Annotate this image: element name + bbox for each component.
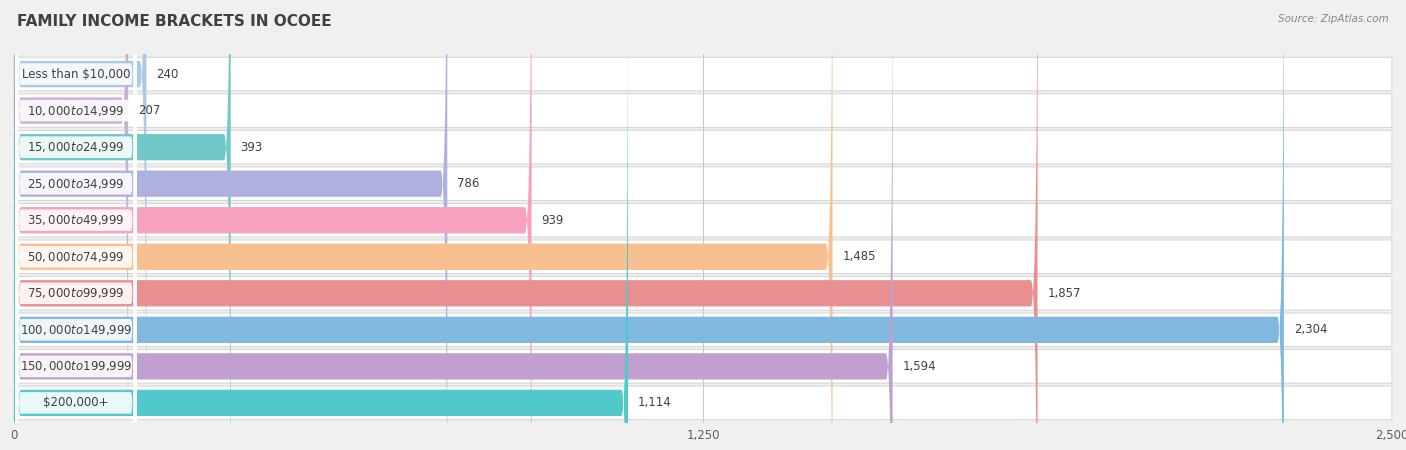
FancyBboxPatch shape xyxy=(15,12,136,450)
FancyBboxPatch shape xyxy=(14,130,1392,164)
Text: $25,000 to $34,999: $25,000 to $34,999 xyxy=(27,177,125,191)
Text: FAMILY INCOME BRACKETS IN OCOEE: FAMILY INCOME BRACKETS IN OCOEE xyxy=(17,14,332,28)
FancyBboxPatch shape xyxy=(14,0,1038,450)
Text: 1,857: 1,857 xyxy=(1047,287,1081,300)
FancyBboxPatch shape xyxy=(14,0,893,450)
FancyBboxPatch shape xyxy=(15,0,136,450)
FancyBboxPatch shape xyxy=(14,94,1392,127)
Text: 2,304: 2,304 xyxy=(1294,324,1327,336)
FancyBboxPatch shape xyxy=(15,0,136,450)
FancyBboxPatch shape xyxy=(15,0,136,450)
FancyBboxPatch shape xyxy=(15,0,136,450)
Text: $200,000+: $200,000+ xyxy=(44,396,108,410)
Text: 786: 786 xyxy=(457,177,479,190)
FancyBboxPatch shape xyxy=(14,0,832,450)
FancyBboxPatch shape xyxy=(15,0,136,450)
FancyBboxPatch shape xyxy=(14,313,1392,346)
FancyBboxPatch shape xyxy=(14,276,1392,310)
Text: 1,114: 1,114 xyxy=(638,396,672,410)
Text: 1,485: 1,485 xyxy=(842,250,876,263)
FancyBboxPatch shape xyxy=(14,0,531,450)
Text: Less than $10,000: Less than $10,000 xyxy=(21,68,129,81)
Text: 207: 207 xyxy=(138,104,160,117)
Text: $15,000 to $24,999: $15,000 to $24,999 xyxy=(27,140,125,154)
Text: $35,000 to $49,999: $35,000 to $49,999 xyxy=(27,213,125,227)
Text: $150,000 to $199,999: $150,000 to $199,999 xyxy=(20,360,132,374)
FancyBboxPatch shape xyxy=(14,350,1392,383)
FancyBboxPatch shape xyxy=(14,0,628,450)
Text: 240: 240 xyxy=(156,68,179,81)
Text: 1,594: 1,594 xyxy=(903,360,936,373)
FancyBboxPatch shape xyxy=(14,0,146,450)
FancyBboxPatch shape xyxy=(14,203,1392,237)
FancyBboxPatch shape xyxy=(15,48,136,450)
FancyBboxPatch shape xyxy=(14,57,1392,91)
FancyBboxPatch shape xyxy=(15,0,136,450)
FancyBboxPatch shape xyxy=(15,0,136,450)
FancyBboxPatch shape xyxy=(14,240,1392,274)
FancyBboxPatch shape xyxy=(14,0,231,450)
FancyBboxPatch shape xyxy=(14,0,1284,450)
Text: $75,000 to $99,999: $75,000 to $99,999 xyxy=(27,286,125,300)
Text: 393: 393 xyxy=(240,141,263,153)
Text: $100,000 to $149,999: $100,000 to $149,999 xyxy=(20,323,132,337)
FancyBboxPatch shape xyxy=(14,0,128,450)
FancyBboxPatch shape xyxy=(14,0,447,450)
Text: $10,000 to $14,999: $10,000 to $14,999 xyxy=(27,104,125,117)
Text: $50,000 to $74,999: $50,000 to $74,999 xyxy=(27,250,125,264)
FancyBboxPatch shape xyxy=(15,0,136,429)
Text: 939: 939 xyxy=(541,214,564,227)
FancyBboxPatch shape xyxy=(14,386,1392,420)
FancyBboxPatch shape xyxy=(14,167,1392,201)
Text: Source: ZipAtlas.com: Source: ZipAtlas.com xyxy=(1278,14,1389,23)
